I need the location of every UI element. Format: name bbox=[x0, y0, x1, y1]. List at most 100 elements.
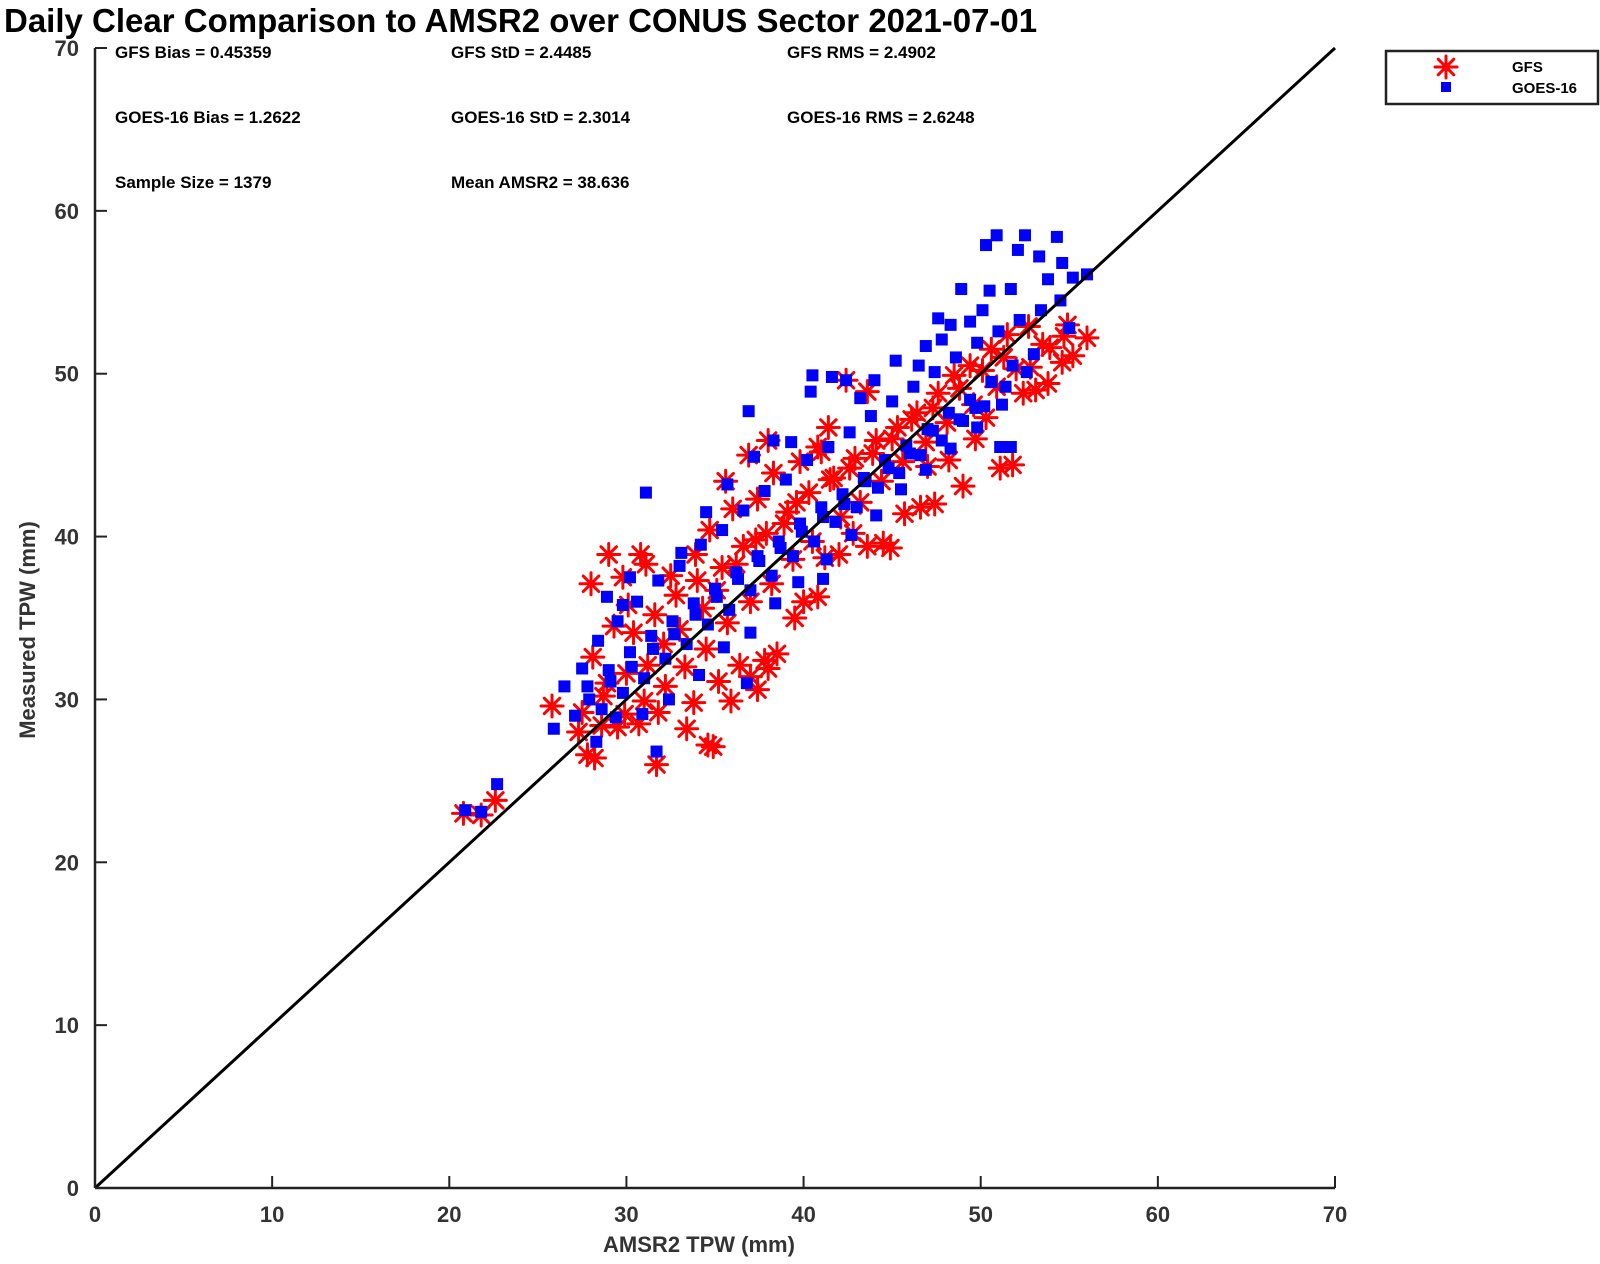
goes16-point bbox=[616, 686, 629, 699]
goes16-point bbox=[583, 693, 596, 706]
goes16-point bbox=[459, 804, 472, 817]
goes16-point bbox=[850, 501, 863, 514]
gfs-std-text: GFS StD = 2.4485 bbox=[451, 43, 591, 62]
goes16-point bbox=[1020, 366, 1033, 379]
goes16-point bbox=[870, 509, 883, 522]
chart-title: Daily Clear Comparison to AMSR2 over CON… bbox=[4, 2, 1037, 39]
gfs-point bbox=[760, 460, 786, 486]
gfs-point bbox=[718, 688, 744, 714]
goes16-point bbox=[935, 333, 948, 346]
gfs-point bbox=[566, 719, 592, 745]
gfs-point bbox=[854, 533, 880, 559]
goes16-point bbox=[985, 375, 998, 388]
goes16-point bbox=[604, 675, 617, 688]
goes16-point bbox=[687, 597, 700, 610]
goes16-point bbox=[475, 805, 488, 818]
goes16-point bbox=[944, 318, 957, 331]
goes16-point bbox=[767, 434, 780, 447]
mean-amsr2-text: Mean AMSR2 = 38.636 bbox=[451, 173, 629, 192]
goes16-point bbox=[652, 574, 665, 587]
gfs-point bbox=[775, 499, 801, 525]
gfs-point bbox=[730, 533, 756, 559]
goes16-point bbox=[840, 374, 853, 387]
goes16-point bbox=[1050, 230, 1063, 243]
goes16-point bbox=[1004, 441, 1017, 453]
goes16-point bbox=[547, 722, 560, 735]
x-tick-label: 40 bbox=[791, 1202, 815, 1227]
gfs-point bbox=[1060, 343, 1086, 369]
goes16-point bbox=[595, 703, 608, 716]
gfs-point bbox=[539, 693, 565, 719]
gfs-point bbox=[672, 654, 698, 680]
goes16-point bbox=[949, 351, 962, 364]
goes16-point bbox=[769, 597, 782, 610]
goes16-point bbox=[645, 629, 658, 642]
goes16-point bbox=[716, 524, 729, 537]
gfs-point bbox=[837, 455, 863, 481]
gfs-point bbox=[978, 336, 1004, 362]
gfs-point bbox=[805, 584, 831, 610]
gfs-point bbox=[826, 541, 852, 567]
goes16-point bbox=[964, 393, 977, 406]
legend: GFS GOES-16 bbox=[1384, 49, 1600, 106]
x-ticks: 0 10 20 30 40 50 60 70 bbox=[89, 1176, 1347, 1227]
goes16-point bbox=[1063, 322, 1076, 335]
goes16-point bbox=[971, 421, 984, 434]
goes16-point bbox=[647, 642, 659, 655]
gfs-point bbox=[737, 589, 763, 615]
gfs-point bbox=[700, 734, 726, 760]
axes: 0 10 20 30 40 50 60 70 0 10 20 30 40 50 60 70 bbox=[55, 36, 1348, 1227]
gfs-point bbox=[753, 520, 779, 546]
goes16-point bbox=[740, 677, 753, 690]
goes16-point bbox=[886, 395, 899, 408]
gfs-point bbox=[580, 644, 606, 670]
goes16-point bbox=[717, 641, 730, 654]
goes16-point bbox=[779, 473, 792, 486]
gfs-point bbox=[582, 745, 608, 771]
gfs-bias-text: GFS Bias = 0.45359 bbox=[115, 43, 271, 62]
goes16-point bbox=[808, 535, 821, 548]
goes16-point bbox=[1034, 304, 1047, 317]
gfs-point bbox=[642, 602, 668, 628]
goes16-point bbox=[689, 608, 702, 621]
gfs-point bbox=[693, 636, 719, 662]
goes16-point bbox=[994, 441, 1007, 453]
goes16-rms-text: GOES-16 RMS = 2.6248 bbox=[787, 108, 975, 127]
gfs-point bbox=[860, 441, 886, 467]
legend-gfs-label: GFS bbox=[1512, 59, 1543, 76]
gfs-point bbox=[482, 787, 508, 813]
goes16-point bbox=[817, 572, 830, 585]
goes16-point bbox=[978, 400, 991, 413]
gfs-point bbox=[684, 568, 710, 594]
goes16-point bbox=[980, 239, 993, 252]
gfs-point bbox=[663, 582, 689, 608]
goes16-point bbox=[804, 385, 817, 398]
goes16-point bbox=[700, 506, 713, 519]
goes16-point bbox=[1019, 229, 1031, 242]
gfs-point bbox=[589, 712, 615, 738]
gfs-point bbox=[899, 406, 925, 432]
goes16-point bbox=[871, 481, 884, 494]
gfs-point bbox=[590, 683, 616, 709]
legend-asterisk-icon bbox=[1433, 54, 1459, 80]
goes16-point bbox=[932, 312, 945, 325]
goes16-bias-text: GOES-16 Bias = 1.2622 bbox=[115, 108, 301, 127]
gfs-rms-text: GFS RMS = 2.4902 bbox=[787, 43, 936, 62]
sample-size-text: Sample Size = 1379 bbox=[115, 173, 271, 192]
stats-block: GFS Bias = 0.45359 GFS StD = 2.4485 GFS … bbox=[115, 43, 975, 192]
gfs-point bbox=[922, 491, 948, 517]
goes16-point bbox=[721, 478, 734, 491]
goes16-point bbox=[673, 559, 686, 572]
y-tick-label: 50 bbox=[55, 362, 79, 387]
goes16-point bbox=[662, 693, 675, 706]
x-tick-label: 10 bbox=[260, 1202, 284, 1227]
gfs-point bbox=[681, 690, 707, 716]
y-tick-label: 10 bbox=[55, 1013, 79, 1038]
goes16-point bbox=[895, 483, 907, 496]
goes16-point bbox=[854, 392, 867, 405]
goes16-point bbox=[666, 615, 679, 628]
goes16-point bbox=[825, 370, 838, 383]
goes16-point bbox=[1004, 283, 1017, 296]
legend-asterisk-glyph bbox=[1433, 54, 1459, 80]
